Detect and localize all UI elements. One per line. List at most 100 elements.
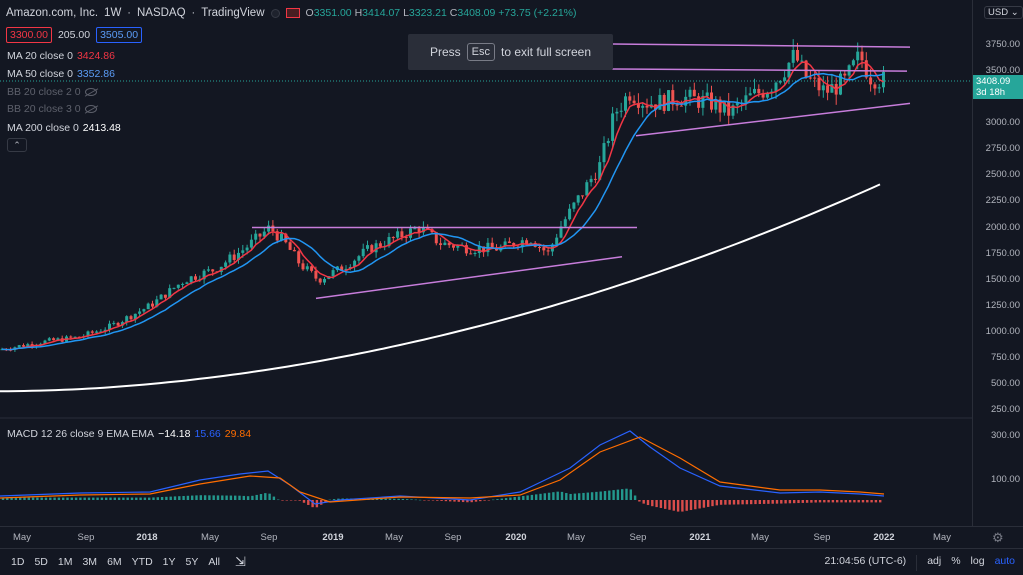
buy-button[interactable]: 3505.00 [96, 27, 143, 43]
time-axis[interactable]: ⚙ May Sep 2018 May Sep 2019 May Sep 2020 May Sep 20… [0, 526, 1023, 548]
macd-histogram-bar [66, 497, 69, 500]
macd-histogram-bar [500, 498, 503, 500]
candle-body [133, 313, 137, 320]
candle-body [705, 92, 709, 96]
macd-histogram-bar [62, 497, 65, 500]
trend-line [611, 43, 911, 48]
macd-histogram-bar [444, 500, 448, 502]
range-button-5y[interactable]: 5Y [185, 556, 199, 568]
macd-histogram-bar [160, 497, 164, 500]
currency-button[interactable]: USD ⌄ [984, 6, 1023, 19]
macd-histogram-bar [818, 500, 822, 503]
interval-label[interactable]: 1W [104, 7, 122, 19]
range-button-3m[interactable]: 3M [82, 556, 98, 568]
range-button-5d[interactable]: 5D [34, 556, 48, 568]
indicator-bb2[interactable]: BB 20 close 2 0 [7, 86, 97, 98]
candle-body [284, 233, 288, 243]
adj-toggle[interactable]: adj [927, 555, 942, 567]
indicator-ma200[interactable]: MA 200 close 0 2413.48 [7, 122, 121, 134]
macd-histogram-bar [427, 500, 430, 501]
price-tick-label: 250.00 [990, 404, 1020, 415]
candle-body [585, 182, 589, 196]
candle-body [129, 316, 133, 320]
macd-histogram-bar [590, 492, 594, 500]
macd-histogram-bar [431, 500, 435, 501]
sell-button[interactable]: 3300.00 [6, 27, 52, 43]
macd-histogram-bar [745, 500, 749, 505]
candle-body [142, 309, 146, 312]
macd-histogram-bar [320, 500, 323, 505]
clock[interactable]: 21:04:56 (UTC-6) [824, 555, 907, 567]
macd-histogram-bar [70, 497, 73, 500]
auto-toggle[interactable]: auto [994, 555, 1015, 567]
macd-histogram-bar [152, 497, 155, 500]
hidden-eye-icon[interactable] [84, 105, 97, 113]
price-chart[interactable] [0, 0, 972, 526]
macd-histogram-bar [805, 500, 809, 503]
macd-histogram-bar [31, 497, 35, 500]
candle-body [439, 243, 443, 246]
macd-histogram-bar [36, 497, 39, 500]
macd-histogram-bar [466, 500, 469, 503]
macd-histogram-bar [393, 498, 396, 500]
log-toggle[interactable]: log [970, 555, 985, 567]
market-status-icon[interactable] [270, 8, 280, 18]
macd-histogram-bar [113, 497, 116, 500]
candle-body [73, 336, 77, 338]
range-button-1y[interactable]: 1Y [162, 556, 176, 568]
candle-body [490, 242, 494, 248]
macd-histogram-bar [337, 498, 340, 500]
candle-body [632, 100, 636, 104]
macd-histogram-bar [780, 500, 783, 504]
macd-histogram-bar [573, 493, 577, 500]
macd-histogram-bar [879, 500, 882, 503]
range-button-6m[interactable]: 6M [107, 556, 122, 568]
candle-body [503, 241, 507, 247]
candle-body [593, 178, 597, 180]
macd-histogram-bar [676, 500, 680, 512]
range-button-ytd[interactable]: YTD [131, 556, 153, 568]
macd-histogram-bar [582, 492, 585, 500]
candle-body [340, 266, 344, 271]
macd-histogram-bar [728, 500, 731, 505]
macd-histogram-bar [668, 500, 671, 510]
candle-body [267, 225, 271, 232]
symbol-name[interactable]: Amazon.com, Inc. [6, 7, 99, 19]
flag-icon[interactable] [285, 8, 300, 18]
macd-histogram-bar [436, 500, 439, 501]
macd-histogram-bar [659, 500, 663, 508]
range-button-1d[interactable]: 1D [11, 556, 25, 568]
macd-histogram-bar [49, 497, 52, 500]
range-button-1m[interactable]: 1M [57, 556, 73, 568]
candle-body [563, 219, 567, 227]
date-range-icon[interactable]: ⇲ [235, 554, 246, 569]
macd-histogram-bar [655, 500, 658, 508]
indicator-bb3[interactable]: BB 20 close 3 0 [7, 103, 97, 115]
range-button-all[interactable]: All [208, 556, 221, 568]
price-tick-label: 2000.00 [985, 222, 1020, 233]
indicator-ma50[interactable]: MA 50 close 0 3352.86 [7, 68, 115, 80]
settings-gear-icon[interactable]: ⚙ [992, 530, 1004, 545]
candle-body [529, 242, 533, 244]
macd-histogram-bar [165, 496, 168, 500]
indicator-ma20[interactable]: MA 20 close 0 3424.86 [7, 50, 115, 62]
macd-histogram-bar [251, 495, 254, 500]
macd-histogram-bar [836, 500, 839, 503]
price-tick-label: 2250.00 [985, 195, 1020, 206]
candle-body [249, 239, 253, 248]
macd-histogram-bar [586, 492, 589, 500]
candle-body [538, 246, 541, 248]
chart-area[interactable] [0, 0, 972, 526]
hidden-eye-icon[interactable] [84, 88, 97, 96]
price-tick-label: 1250.00 [985, 300, 1020, 311]
candle-body [404, 237, 408, 239]
collapse-legend-button[interactable]: ⌃ [7, 138, 27, 152]
percent-toggle[interactable]: % [951, 555, 961, 567]
macd-histogram-bar [496, 499, 499, 500]
macd-histogram-bar [328, 499, 331, 501]
macd-histogram-bar [754, 500, 757, 505]
macd-histogram-bar [126, 497, 129, 500]
macd-legend[interactable]: MACD 12 26 close 9 EMA EMA −14.18 15.66 … [7, 428, 252, 440]
macd-histogram-bar [182, 495, 185, 500]
macd-histogram-bar [762, 500, 766, 504]
